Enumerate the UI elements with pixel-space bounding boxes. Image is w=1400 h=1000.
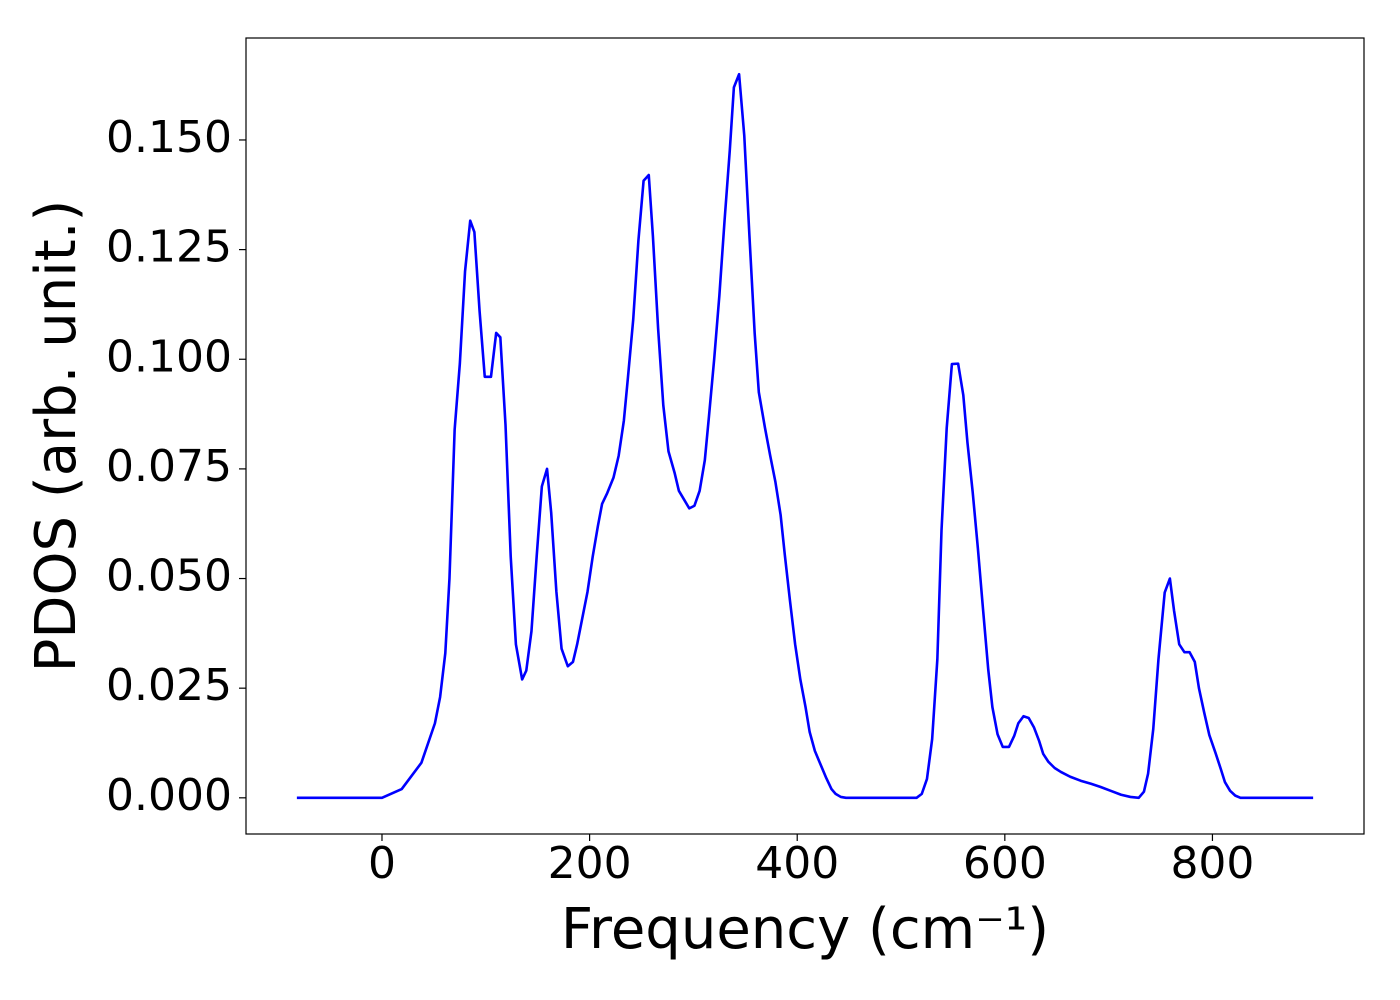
y-tick-label: 0.000 <box>106 770 232 821</box>
data-line <box>296 72 1314 800</box>
y-tick-label: 0.025 <box>106 660 232 711</box>
x-axis-label: Frequency (cm⁻¹) <box>561 897 1049 962</box>
y-tick-label: 0.100 <box>106 331 232 382</box>
plot-frame <box>245 37 1365 835</box>
x-tick-label: 800 <box>1170 838 1254 889</box>
y-tick-label: 0.075 <box>106 441 232 492</box>
x-tick-label: 200 <box>548 838 632 889</box>
y-axis-label: PDOS (arb. unit.) <box>24 200 89 673</box>
y-tick-label: 0.125 <box>106 222 232 273</box>
x-tick-label: 400 <box>755 838 839 889</box>
x-tick-label: 600 <box>963 838 1047 889</box>
y-tick-label: 0.050 <box>106 551 232 602</box>
y-tick-label: 0.150 <box>106 112 232 163</box>
x-tick-label: 0 <box>368 838 396 889</box>
